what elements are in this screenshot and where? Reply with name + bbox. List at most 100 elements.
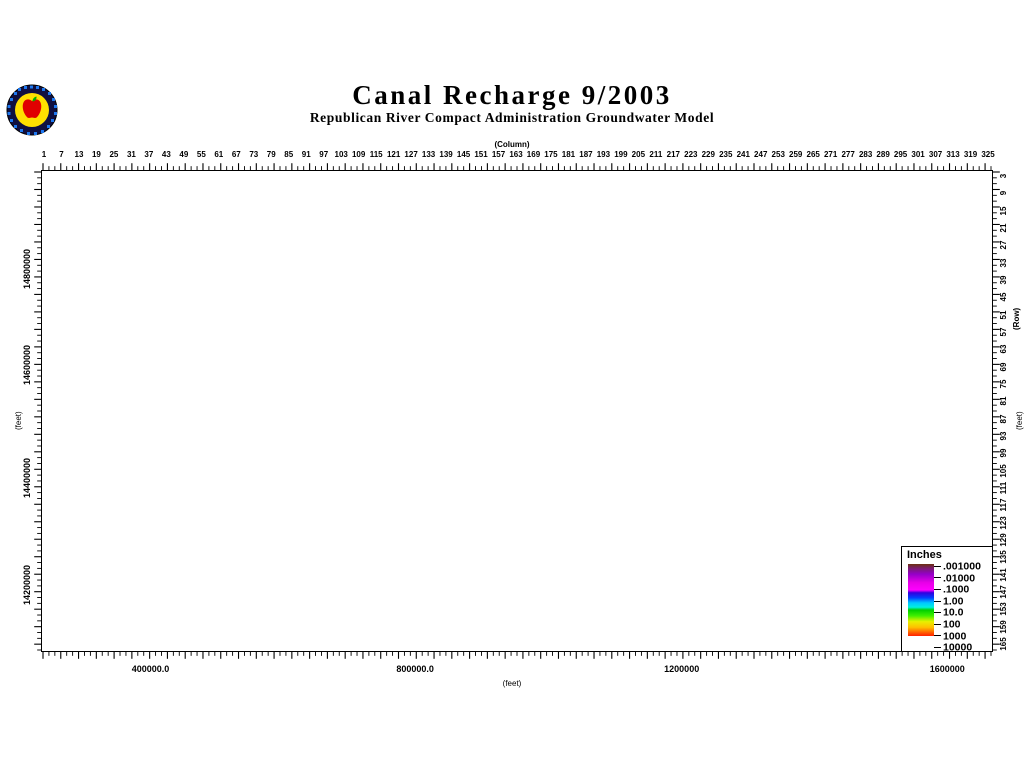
column-tick-label: 115 [369,150,383,159]
column-tick-label: 103 [334,150,348,159]
row-tick-label: 141 [999,567,1008,582]
column-tick-label: 163 [509,150,523,159]
map-plot-area [41,170,993,652]
column-tick-label: 145 [456,150,471,159]
y-tick-label: 14800000 [22,248,32,289]
column-tick-label: 91 [301,150,311,159]
row-tick-label: 51 [999,310,1008,320]
legend-entry: 100 [934,615,961,630]
column-tick-label: 37 [144,150,154,159]
column-tick-label: 259 [789,150,803,159]
row-tick-label: 39 [999,275,1008,285]
x-axis-title: (feet) [502,679,522,688]
bottom-tick-rail [41,652,993,660]
legend-entry: 1000 [934,627,966,642]
column-tick-label: 271 [823,150,838,159]
legend-value-label: 100 [943,618,961,631]
row-tick-label: 81 [999,396,1008,406]
column-tick-label: 199 [614,150,628,159]
legend-box: Inches .001000.01000.1000 1.00 10.0 100 1000… [901,546,993,654]
column-tick-label: 247 [754,150,768,159]
legend-tick-dash [934,623,941,625]
column-tick-label: 169 [526,150,541,159]
column-tick-label: 319 [963,150,978,159]
column-tick-label: 121 [386,150,401,159]
right-tick-rail [993,170,1001,652]
row-tick-label: 93 [999,431,1008,441]
plot-frame [41,170,993,652]
x-tick-label: 1600000 [929,664,965,674]
column-tick-label: 31 [126,150,136,159]
row-tick-label: 87 [999,414,1008,424]
column-tick-label: 289 [876,150,890,159]
x-tick-label: 800000.0 [396,664,434,674]
row-tick-label: 21 [999,223,1008,233]
column-tick-label: 307 [928,150,943,159]
apple-logo [6,84,58,136]
row-tick-label: 153 [999,602,1008,617]
column-tick-label: 193 [596,150,611,159]
column-tick-label: 325 [981,150,995,159]
column-tick-label: 283 [858,150,873,159]
row-tick-label: 105 [999,463,1008,478]
x-tick-label: 400000.0 [131,664,170,674]
row-tick-label: 165 [999,637,1008,651]
column-tick-label: 97 [319,150,329,159]
row-tick-label: 123 [999,515,1008,530]
legend-value-label: .01000 [943,571,976,584]
legend-tick-dash [934,565,941,567]
column-tick-label: 49 [179,150,189,159]
row-tick-label: 15 [999,206,1008,216]
row-tick-label: 69 [999,362,1008,372]
column-tick-label: 7 [59,150,64,159]
legend-entry: .01000 [934,569,975,584]
column-tick-label: 181 [561,150,576,159]
y-tick-label: 14400000 [22,458,32,499]
row-tick-label: 57 [999,327,1008,337]
y-tick-label: 14600000 [22,345,32,386]
column-tick-label: 85 [284,150,294,159]
row-tick-label: 147 [999,585,1008,599]
row-tick-label: 63 [999,344,1008,354]
page-subtitle: Republican River Compact Administration … [309,110,715,125]
column-tick-label: 79 [266,150,276,159]
legend-tick-dash [934,635,941,637]
column-tick-label: 217 [666,150,681,159]
row-tick-label: 3 [999,173,1008,179]
legend-entry: 10000 [934,638,972,654]
column-tick-label: 19 [91,150,101,159]
legend-entry: .001000 [934,557,981,572]
column-tick-label: 205 [631,150,646,159]
column-tick-label: 157 [491,150,506,159]
x-tick-label: 1200000 [664,664,700,674]
column-tick-label: 211 [649,150,663,159]
legend-entry: 1.00 [934,592,963,607]
column-tick-label: 25 [109,150,119,159]
column-tick-label: 241 [736,150,750,159]
column-tick-label: 295 [893,150,908,159]
column-tick-label: 43 [161,150,171,159]
legend-value-label: 1000 [943,629,967,642]
row-tick-label: 135 [999,550,1008,565]
column-tick-labels: 1 7 13 19 25 31 37 43 49 55 61 67 73 79 85 91 97 103 109 11… [41,150,995,162]
column-tick-label: 1 [41,150,47,159]
row-tick-label: 27 [999,240,1008,250]
row-tick-label: 129 [999,533,1008,547]
row-tick-label: 33 [999,258,1008,268]
column-tick-label: 265 [806,150,820,159]
legend-value-label: .001000 [943,560,981,573]
legend-tick-dash [934,577,941,579]
legend-tick-dash [934,600,941,602]
row-axis-title: (Row) [1012,307,1021,330]
column-tick-label: 61 [214,150,224,159]
column-tick-label: 139 [439,150,453,159]
legend-title: Inches [907,549,942,561]
column-tick-label: 229 [701,150,715,159]
column-axis-title: (Column) [494,140,530,149]
column-tick-label: 313 [946,150,960,159]
legend-tick-dash [934,612,941,614]
y-axis-title-right: (feet) [1015,411,1024,430]
page-title: Canal Recharge 9/2003 [352,80,672,110]
legend-tick-list: .001000.01000.1000 1.00 10.0 100 1000 10000 [934,557,992,654]
